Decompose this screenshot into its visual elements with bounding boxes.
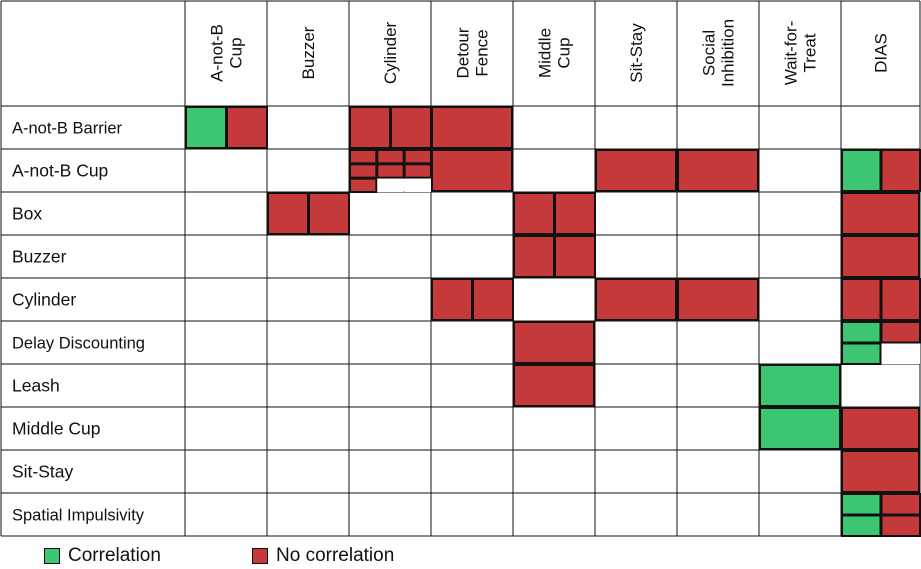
legend-label-no-correlation: No correlation	[276, 545, 395, 566]
cell-r1-c3	[431, 149, 513, 192]
column-header-2: Cylinder	[381, 21, 400, 84]
column-header-line: A-not-B	[208, 24, 227, 82]
legend-swatch-no-correlation	[252, 548, 268, 564]
cell-r3-c4-part0	[513, 235, 555, 278]
cell-r1-c6	[677, 149, 759, 192]
cell-r1-c2-part3	[349, 163, 378, 179]
column-header-line: Fence	[473, 29, 492, 76]
row-label-4: Cylinder	[12, 290, 76, 310]
cell-r4-c3-part1	[472, 278, 514, 321]
row-label-1: A-not-B Cup	[12, 161, 108, 181]
cell-r6-c4	[513, 364, 595, 407]
row-label-6: Leash	[12, 376, 60, 396]
row-label-0: A-not-B Barrier	[12, 120, 123, 138]
column-header-line: Sit-Stay	[627, 23, 646, 83]
cell-r1-c5	[595, 149, 677, 192]
cell-r3-c4-part1	[554, 235, 596, 278]
column-header-line: Cup	[227, 37, 246, 68]
cell-r5-c8-part0	[841, 321, 882, 344]
cell-r1-c2-part4	[376, 163, 405, 179]
column-header-line: DIAS	[872, 33, 891, 73]
cell-r0-c2-part0	[349, 106, 391, 149]
cell-r1-c2-part8	[404, 178, 431, 192]
cell-r2-c4-part0	[513, 192, 555, 235]
column-header-line: Buzzer	[299, 26, 318, 79]
column-header-line: Inhibition	[719, 19, 738, 87]
cell-r1-c8-part1	[880, 149, 921, 192]
column-header-1: Buzzer	[299, 26, 318, 79]
cell-r5-c4	[513, 321, 595, 364]
cell-r1-c8-part0	[841, 149, 882, 192]
cell-r9-c8-part1	[880, 493, 921, 516]
row-label-2: Box	[12, 204, 42, 224]
legend-swatch-correlation	[44, 548, 60, 564]
cell-r9-c8-part0	[841, 493, 882, 516]
column-header-3: DetourFence	[454, 27, 492, 78]
cell-r4-c8-part0	[841, 278, 882, 321]
cell-r1-c2-part1	[376, 149, 405, 165]
row-label-3: Buzzer	[12, 247, 67, 267]
cell-r2-c8	[841, 192, 920, 235]
cell-r2-c4-part1	[554, 192, 596, 235]
column-header-0: A-not-BCup	[208, 24, 246, 82]
row-label-9: Spatial Impulsivity	[12, 507, 145, 525]
cell-r5-c8-part1	[880, 321, 921, 344]
row-label-7: Middle Cup	[12, 419, 101, 439]
column-header-4: MiddleCup	[536, 28, 574, 78]
cell-r1-c2-part6	[349, 177, 378, 194]
cell-r5-c8-part2	[841, 342, 882, 365]
legend: Correlation No correlation	[0, 540, 921, 569]
row-label-8: Sit-Stay	[12, 462, 74, 482]
column-header-6: SocialInhibition	[700, 19, 738, 87]
column-header-line: Social	[700, 30, 719, 76]
legend-item-no-correlation: No correlation	[252, 545, 395, 566]
cell-r0-c3	[431, 106, 513, 149]
column-header-line: Cup	[555, 37, 574, 68]
column-header-8: DIAS	[872, 33, 891, 73]
cell-r4-c8-part1	[880, 278, 921, 321]
legend-item-correlation: Correlation	[44, 545, 161, 566]
cell-r2-c1-part0	[267, 192, 309, 235]
cell-r0-c2-part1	[390, 106, 432, 149]
column-header-line: Middle	[536, 28, 555, 78]
cell-r4-c3-part0	[431, 278, 473, 321]
row-label-5: Delay Discounting	[12, 335, 145, 353]
column-header-line: Wait-for-	[782, 21, 801, 86]
cell-r6-c7	[759, 364, 841, 407]
column-header-7: Wait-for-Treat	[782, 21, 820, 86]
correlation-matrix: A-not-BCup Buzzer Cylinder DetourFence Middl…	[0, 0, 921, 537]
cell-r4-c5	[595, 278, 677, 321]
cell-r1-c2-part7	[377, 178, 404, 192]
cell-r9-c8-part2	[841, 514, 882, 537]
column-header-5: Sit-Stay	[627, 23, 646, 83]
cell-r7-c8	[841, 407, 920, 450]
column-header-line: Treat	[801, 33, 820, 72]
cell-r0-c0-part1	[226, 106, 268, 149]
cell-r1-c2-part0	[349, 149, 378, 165]
cell-r7-c7	[759, 407, 841, 450]
cell-r8-c8	[841, 450, 920, 493]
cell-r9-c8-part3	[880, 514, 921, 537]
cell-r1-c2-part5	[403, 163, 432, 179]
cell-r2-c1-part1	[308, 192, 350, 235]
cell-r3-c8	[841, 235, 920, 278]
cell-r5-c8-part3	[881, 343, 920, 364]
legend-label-correlation: Correlation	[68, 545, 161, 566]
column-header-line: Cylinder	[381, 21, 400, 84]
cell-r1-c2-part2	[403, 149, 432, 165]
cell-r4-c6	[677, 278, 759, 321]
column-header-line: Detour	[454, 27, 473, 78]
cell-r0-c0-part0	[185, 106, 227, 149]
